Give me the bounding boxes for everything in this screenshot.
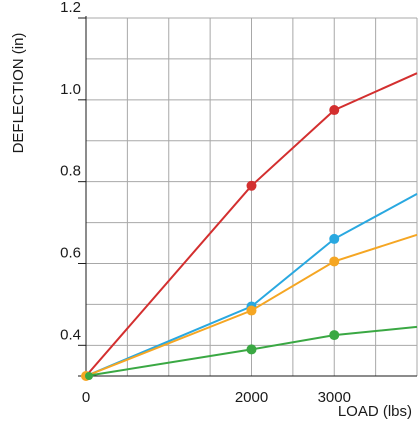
data-point bbox=[329, 233, 340, 244]
x-tick-label: 3000 bbox=[318, 389, 351, 406]
series-1 bbox=[85, 72, 418, 377]
data-point bbox=[246, 344, 257, 355]
data-point bbox=[85, 372, 93, 380]
data-point bbox=[246, 305, 257, 316]
y-tick-label: 0.6 bbox=[60, 244, 81, 261]
series-line bbox=[85, 325, 418, 377]
axes bbox=[78, 16, 417, 377]
y-tick-label: 1.0 bbox=[60, 81, 81, 98]
series-line bbox=[85, 233, 418, 377]
series-group bbox=[81, 72, 418, 381]
y-tick-label: 0.4 bbox=[60, 326, 81, 343]
series-4 bbox=[85, 325, 418, 377]
y-axis-title: DEFLECTION (in) bbox=[10, 33, 27, 154]
x-tick-label: 0 bbox=[82, 389, 90, 406]
y-tick-label: 1.2 bbox=[60, 0, 81, 16]
data-point bbox=[329, 105, 340, 116]
x-tick-label: 2000 bbox=[235, 389, 268, 406]
series-line bbox=[85, 193, 418, 377]
x-axis-title: LOAD (lbs) bbox=[338, 403, 412, 420]
data-point bbox=[329, 256, 340, 267]
grid bbox=[86, 17, 418, 376]
data-point bbox=[329, 330, 340, 341]
series-3 bbox=[85, 233, 418, 377]
data-point bbox=[246, 180, 257, 191]
tick-labels: 0.4 0.6 0.8 1.0 1.2 0 2000 3000 bbox=[60, 0, 351, 406]
series-line bbox=[85, 72, 418, 377]
y-tick-label: 0.8 bbox=[60, 163, 81, 180]
